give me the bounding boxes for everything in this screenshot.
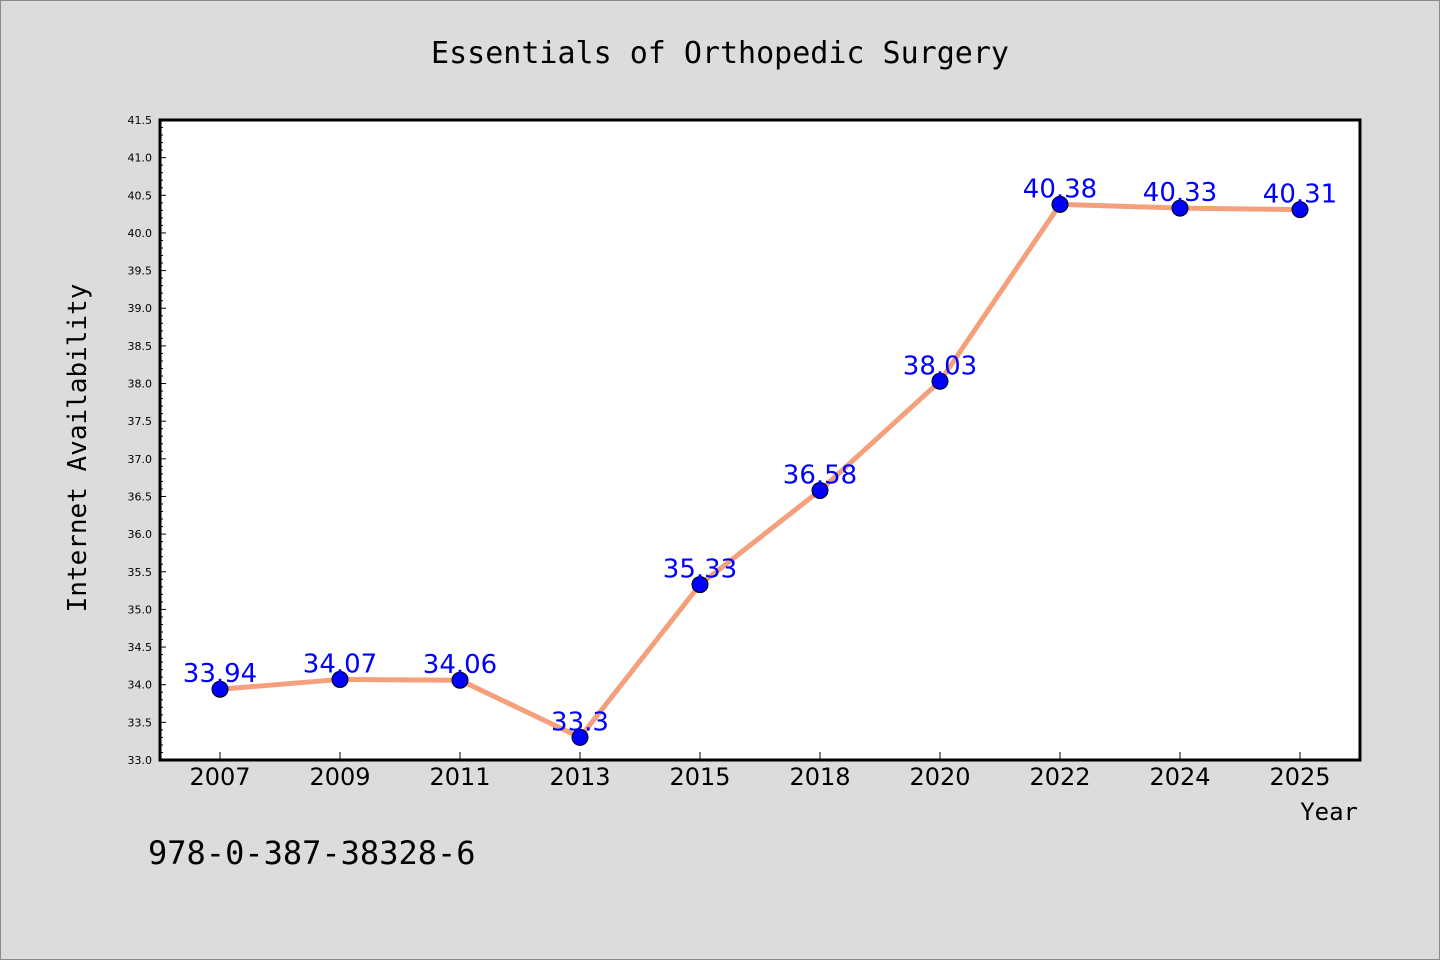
data-label: 34.06 [423, 650, 497, 680]
plot-area [158, 118, 1362, 762]
x-tick-label: 2022 [1029, 763, 1090, 791]
isbn-text: 978-0-387-38328-6 [148, 834, 476, 872]
data-point [1171, 199, 1189, 217]
y-tick-label: 39.0 [128, 302, 153, 315]
y-tick-label: 35.0 [128, 603, 153, 616]
data-label: 34.07 [303, 649, 377, 679]
x-tick-label: 2015 [669, 763, 730, 791]
y-tick-label: 33.0 [128, 754, 153, 767]
data-label: 36.58 [783, 460, 857, 490]
x-tick-label: 2018 [789, 763, 850, 791]
data-label: 33.3 [551, 707, 609, 737]
x-axis-label: Year [1300, 798, 1358, 826]
y-tick-label: 33.5 [128, 716, 153, 729]
data-point [1291, 201, 1309, 219]
data-label: 35.33 [663, 555, 737, 585]
x-axis: 2007 2009 2011 2013 2015 2018 2020 2022 2024 2025 [189, 752, 1331, 791]
data-labels: 33.94 34.07 34.06 33.3 35.33 36.58 38.03 40.38 4… [183, 174, 1337, 737]
x-tick-label: 2011 [429, 763, 490, 791]
x-tick-label: 2025 [1269, 763, 1330, 791]
y-tick-label: 41.0 [128, 152, 153, 165]
series-line [217, 201, 1303, 740]
data-point [571, 728, 589, 746]
data-label: 40.38 [1023, 174, 1097, 204]
y-tick-label: 38.5 [128, 340, 153, 353]
x-tick-label: 2020 [909, 763, 970, 791]
y-tick-label: 37.0 [128, 453, 153, 466]
y-tick-label: 40.0 [128, 227, 153, 240]
data-point [931, 372, 949, 390]
data-point [1051, 195, 1069, 213]
y-tick-label: 34.5 [128, 641, 153, 654]
series-line-group [217, 201, 1303, 740]
y-tick-label: 36.5 [128, 490, 153, 503]
x-tick-label: 2009 [309, 763, 370, 791]
y-tick-label: 36.0 [128, 528, 153, 541]
y-tick-label: 35.5 [128, 566, 153, 579]
y-tick-label: 34.0 [128, 679, 153, 692]
data-label: 40.33 [1143, 178, 1217, 208]
x-tick-label: 2007 [189, 763, 250, 791]
data-points [211, 195, 1309, 746]
data-point [811, 481, 829, 499]
y-tick-label: 41.5 [128, 114, 153, 127]
y-tick-label: 37.5 [128, 415, 153, 428]
y-tick-label: 39.5 [128, 265, 153, 278]
chart-title: Essentials of Orthopedic Surgery [431, 36, 1009, 71]
y-tick-label: 40.5 [128, 189, 153, 202]
data-label: 40.31 [1263, 180, 1337, 210]
data-point [331, 670, 349, 688]
data-label: 33.94 [183, 659, 257, 689]
x-tick-label: 2024 [1149, 763, 1210, 791]
x-tick-label: 2013 [549, 763, 610, 791]
data-point [451, 671, 469, 689]
y-axis-label: Internet Availability [63, 284, 93, 613]
y-axis: 33.0 33.5 34.0 34.5 35.0 35.5 36.0 36.5 37.0 37.5… [128, 114, 166, 767]
data-point [691, 576, 709, 594]
data-label: 38.03 [903, 351, 977, 381]
data-point [211, 680, 229, 698]
y-tick-label: 38.0 [128, 378, 153, 391]
